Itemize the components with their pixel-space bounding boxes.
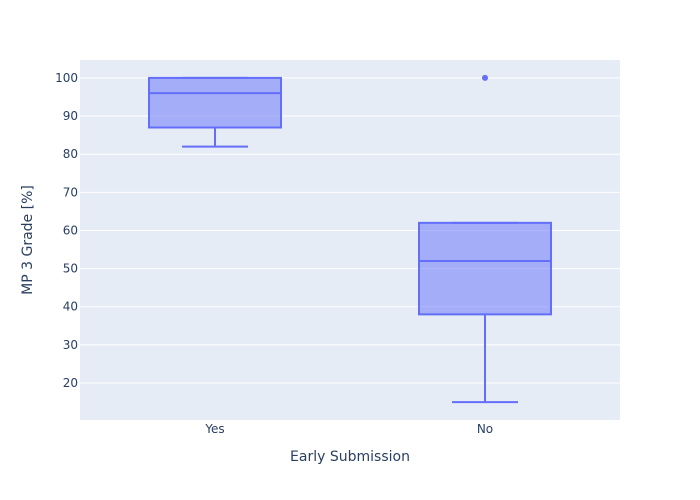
y-tick-label: 20: [63, 376, 78, 390]
box-series: [148, 74, 552, 404]
iqr-box: [418, 221, 552, 316]
outlier-point: [482, 74, 488, 81]
y-tick-label: 60: [63, 223, 78, 237]
y-axis-ticks: 20 30 40 50 60 70 80 90 100: [55, 71, 78, 390]
x-tick-label: Yes: [204, 422, 224, 436]
x-tick-label: No: [477, 422, 493, 436]
x-axis-ticks: Yes No: [204, 422, 493, 436]
y-tick-label: 80: [63, 147, 78, 161]
x-axis-title: Early Submission: [290, 449, 410, 465]
box-no: [418, 74, 552, 404]
y-tick-label: 50: [63, 262, 78, 276]
y-tick-label: 30: [63, 338, 78, 352]
y-axis-title: MP 3 Grade [%]: [20, 185, 36, 295]
box-yes: [148, 76, 282, 148]
iqr-box: [148, 76, 282, 129]
y-tick-label: 70: [63, 185, 78, 199]
y-tick-label: 40: [63, 300, 78, 314]
y-tick-label: 90: [63, 109, 78, 123]
y-tick-label: 100: [55, 71, 78, 85]
